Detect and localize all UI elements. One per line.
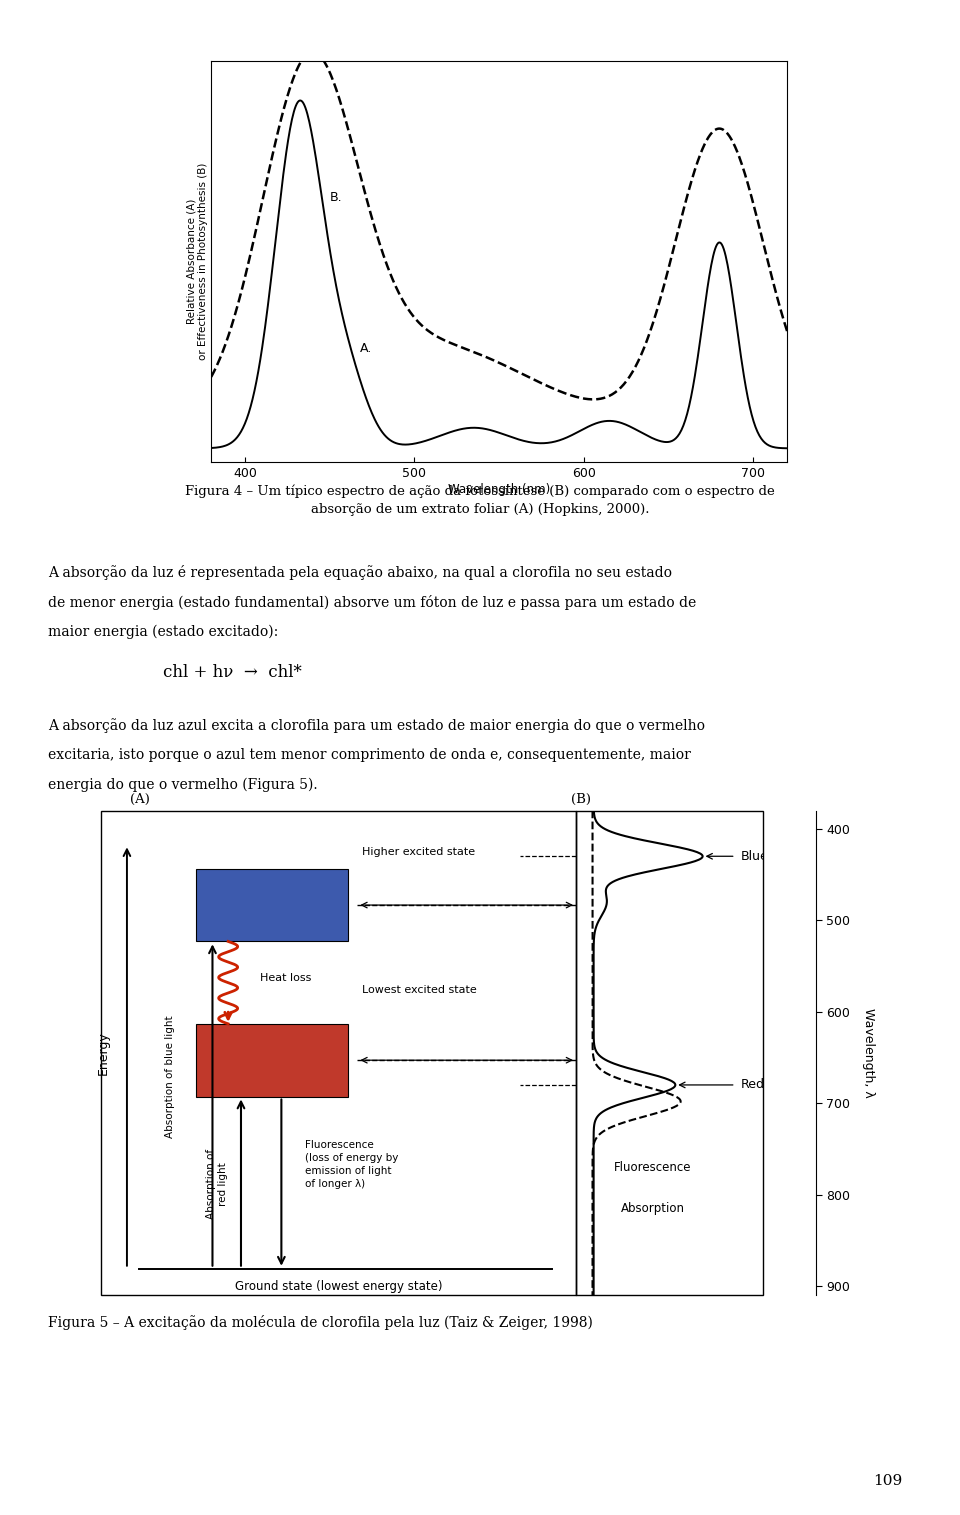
Text: A absorção da luz azul excita a clorofila para um estado de maior energia do que: A absorção da luz azul excita a clorofil… [48, 718, 705, 733]
Text: Higher excited state: Higher excited state [362, 847, 475, 857]
Text: B.: B. [330, 191, 343, 205]
Text: Absorption of
red light: Absorption of red light [206, 1148, 228, 1220]
Text: chl + hν  →  chl*: chl + hν → chl* [163, 664, 302, 680]
Text: energia do que o vermelho (Figura 5).: energia do que o vermelho (Figura 5). [48, 777, 318, 791]
Text: 109: 109 [874, 1474, 902, 1488]
Text: Energy: Energy [97, 1032, 109, 1074]
Text: Blue: Blue [741, 850, 769, 862]
Text: de menor energia (estado fundamental) absorve um fóton de luz e passa para um es: de menor energia (estado fundamental) ab… [48, 594, 696, 609]
Bar [196, 868, 348, 941]
Text: absorção de um extrato foliar (A) (Hopkins, 2000).: absorção de um extrato foliar (A) (Hopki… [311, 503, 649, 517]
Text: Absorption of blue light: Absorption of blue light [165, 1017, 175, 1138]
Text: Figura 5 – A excitação da molécula de clorofila pela luz (Taiz & Zeiger, 1998): Figura 5 – A excitação da molécula de cl… [48, 1315, 593, 1330]
Text: Lowest excited state: Lowest excited state [362, 985, 477, 995]
Text: Fluorescence: Fluorescence [614, 1160, 692, 1174]
Text: (A): (A) [130, 792, 150, 806]
Y-axis label: Relative Absorbance (A)
or Effectiveness in Photosynthesis (B): Relative Absorbance (A) or Effectiveness… [187, 162, 208, 361]
Text: (B): (B) [571, 792, 591, 806]
Text: Red: Red [741, 1079, 765, 1091]
Y-axis label: Wavelength, λ: Wavelength, λ [862, 1007, 876, 1098]
Text: Heat loss: Heat loss [260, 973, 311, 983]
Text: Fluorescence
(loss of energy by
emission of light
of longer λ): Fluorescence (loss of energy by emission… [305, 1139, 398, 1189]
Text: A.: A. [360, 342, 372, 356]
Text: excitaria, isto porque o azul tem menor comprimento de onda e, consequentemente,: excitaria, isto porque o azul tem menor … [48, 747, 691, 762]
Text: maior energia (estado excitado):: maior energia (estado excitado): [48, 624, 278, 638]
Text: Figura 4 – Um típico espectro de ação da fotossíntese (B) comparado com o espect: Figura 4 – Um típico espectro de ação da… [185, 485, 775, 498]
Text: A absorção da luz é representada pela equação abaixo, na qual a clorofila no seu: A absorção da luz é representada pela eq… [48, 565, 672, 580]
Bar [196, 1024, 348, 1097]
Text: Ground state (lowest energy state): Ground state (lowest energy state) [234, 1280, 443, 1292]
X-axis label: Wavelength (nm): Wavelength (nm) [448, 483, 550, 495]
Text: Absorption: Absorption [621, 1201, 685, 1215]
